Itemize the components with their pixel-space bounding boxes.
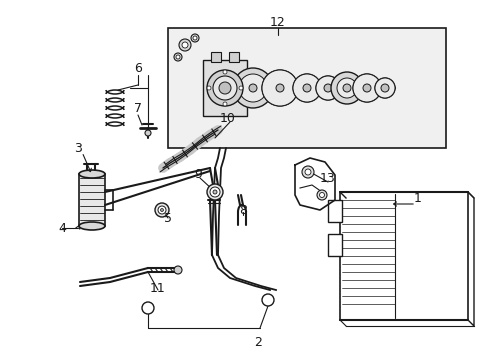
Circle shape [213, 76, 237, 100]
Circle shape [160, 208, 163, 211]
Bar [79, 174, 105, 226]
Circle shape [305, 169, 310, 175]
Bar [203, 60, 246, 116]
Circle shape [292, 74, 320, 102]
Circle shape [336, 78, 356, 98]
Circle shape [292, 74, 320, 102]
Bar [327, 234, 341, 256]
Circle shape [330, 72, 362, 104]
Circle shape [206, 86, 210, 90]
Ellipse shape [79, 170, 105, 178]
Ellipse shape [79, 222, 105, 230]
Text: 2: 2 [254, 337, 262, 350]
Bar [339, 192, 467, 320]
Circle shape [316, 190, 326, 200]
Circle shape [315, 76, 339, 100]
Text: 4: 4 [58, 221, 66, 234]
Circle shape [302, 166, 313, 178]
Text: 1: 1 [413, 192, 421, 204]
Circle shape [352, 74, 380, 102]
Circle shape [319, 193, 324, 198]
Circle shape [380, 84, 388, 92]
Text: 10: 10 [220, 112, 235, 125]
Text: 12: 12 [269, 15, 285, 28]
Circle shape [179, 39, 191, 51]
Circle shape [213, 190, 217, 194]
Circle shape [158, 206, 165, 214]
Bar [228, 52, 239, 62]
Text: 11: 11 [150, 282, 165, 294]
Text: 6: 6 [134, 62, 142, 75]
Circle shape [223, 102, 226, 106]
Circle shape [303, 84, 310, 92]
Text: 5: 5 [163, 211, 172, 225]
Circle shape [191, 34, 199, 42]
Text: 9: 9 [194, 168, 202, 181]
Circle shape [206, 70, 243, 106]
Text: 13: 13 [320, 171, 335, 184]
Circle shape [315, 76, 339, 100]
Circle shape [262, 70, 297, 106]
Circle shape [239, 74, 266, 102]
Circle shape [219, 82, 230, 94]
Bar [210, 52, 221, 62]
Circle shape [275, 84, 284, 92]
Circle shape [232, 68, 272, 108]
Circle shape [248, 84, 257, 92]
Circle shape [209, 187, 220, 197]
Circle shape [324, 84, 331, 92]
Circle shape [145, 130, 151, 136]
Circle shape [174, 53, 182, 61]
Circle shape [193, 36, 197, 40]
Circle shape [374, 78, 394, 98]
Circle shape [352, 74, 380, 102]
Circle shape [342, 84, 350, 92]
Bar [168, 28, 445, 148]
Circle shape [206, 184, 223, 200]
Circle shape [262, 70, 297, 106]
Circle shape [239, 86, 243, 90]
Text: 7: 7 [134, 102, 142, 114]
Bar [327, 200, 341, 222]
Circle shape [155, 203, 169, 217]
Circle shape [223, 70, 226, 74]
Circle shape [262, 294, 273, 306]
Circle shape [176, 55, 180, 59]
Circle shape [142, 302, 154, 314]
Text: 8: 8 [239, 203, 246, 216]
Circle shape [362, 84, 370, 92]
Circle shape [182, 42, 187, 48]
Circle shape [174, 266, 182, 274]
Text: 3: 3 [74, 141, 82, 154]
Circle shape [374, 78, 394, 98]
